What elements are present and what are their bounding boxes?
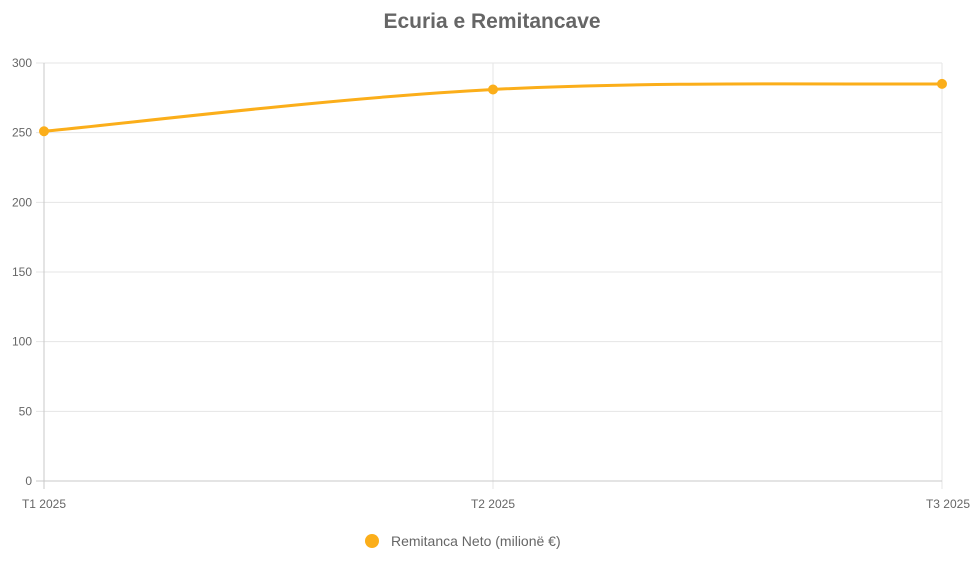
grid-lines [36, 62, 943, 489]
y-tick-label: 0 [25, 474, 32, 488]
data-point [39, 126, 49, 137]
legend-marker [365, 534, 379, 548]
x-tick-label: T3 2025 [926, 497, 970, 511]
y-tick-label: 50 [19, 404, 33, 418]
data-point [488, 84, 498, 95]
tick-labels: 0 50 100 150 200 250 300 T1 2025 T2 2025 T3 2025 [12, 56, 970, 511]
chart-title: Ecuria e Remitancave [383, 10, 600, 33]
axes [36, 63, 942, 489]
legend-label: Remitanca Neto (milionë €) [391, 533, 561, 549]
x-tick-label: T2 2025 [471, 497, 515, 511]
y-tick-label: 100 [12, 335, 32, 349]
legend[interactable]: Remitanca Neto (milionë €) [365, 533, 561, 549]
y-tick-label: 200 [12, 195, 32, 209]
y-tick-label: 250 [12, 126, 32, 140]
y-tick-label: 300 [12, 56, 32, 70]
series-layer [39, 78, 947, 137]
x-tick-label: T1 2025 [22, 497, 66, 511]
data-point [937, 78, 947, 89]
y-tick-label: 150 [12, 265, 32, 279]
